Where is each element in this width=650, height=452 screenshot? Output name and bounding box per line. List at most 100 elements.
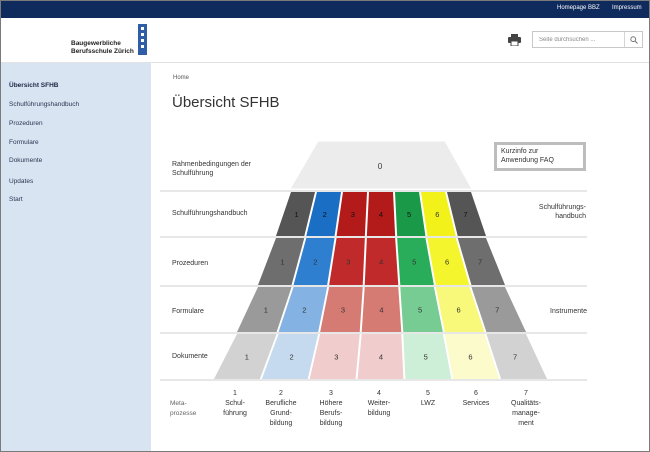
kurzinfo-line1: Kurzinfo zur — [501, 148, 539, 155]
column-title-line: bildung — [319, 420, 343, 427]
pyramid-cell-r3-c7[interactable] — [471, 287, 526, 332]
column-title-line: Qualitäts- — [511, 400, 541, 407]
sidebar: Übersicht SFHB Schulführungshandbuch Pro… — [1, 63, 151, 451]
pyramid-cell-r2-c3[interactable] — [329, 238, 365, 285]
pyramid-cell-r2-c5-label: 5 — [412, 258, 416, 267]
pyramid-cell-r4-c7-label: 7 — [513, 353, 517, 362]
pyramid-cell-r4-c4-label: 4 — [379, 353, 383, 362]
top-bar: Homepage BBZ Impressum — [1, 1, 649, 18]
pyramid-cell-r2-c7[interactable] — [457, 238, 505, 285]
column-label-6[interactable]: 6 Services — [446, 389, 506, 409]
pyramid-cell-r3-c4-label: 4 — [379, 306, 383, 315]
pyramid-cell-r2-c2-label: 2 — [313, 258, 317, 267]
column-number: 2 — [279, 390, 283, 397]
column-label-4[interactable]: 4 Weiter-bildung — [349, 389, 409, 419]
pyramid-cell-r3-c1[interactable] — [237, 287, 292, 332]
pyramid-cell-0[interactable] — [289, 140, 473, 190]
column-number: 6 — [474, 390, 478, 397]
pyramid-cell-r2-c1-label: 1 — [280, 258, 284, 267]
column-label-7[interactable]: 7 Qualitäts-manage-ment — [496, 389, 556, 429]
pyramid-cell-r1-c1[interactable] — [276, 192, 315, 236]
column-title-line: ment — [518, 420, 534, 427]
column-label-2[interactable]: 2 Berufliche Grund-bildung — [251, 389, 311, 429]
pyramid-cell-r4-c5-label: 5 — [424, 353, 428, 362]
sidebar-item-dokumente[interactable]: Dokumente — [9, 157, 43, 164]
pyramid-cell-r3-c4[interactable] — [361, 287, 402, 332]
header: Baugewerbliche Berufsschule Zürich — [1, 18, 649, 63]
pyramid-cell-r1-c5-label: 5 — [407, 210, 411, 219]
pyramid-cell-r3-c2[interactable] — [278, 287, 328, 332]
pyramid-cell-r3-c3-label: 3 — [341, 306, 345, 315]
pyramid-cell-r2-c2[interactable] — [293, 238, 335, 285]
pyramid-cell-r1-c3-label: 3 — [351, 210, 355, 219]
right-label-sfhb-line2: handbuch — [555, 213, 586, 220]
column-title-line: Grund- — [270, 410, 292, 417]
kurzinfo-faq-link[interactable]: Kurzinfo zur Anwendung FAQ — [494, 142, 586, 171]
logo-mark-icon — [138, 24, 147, 55]
pyramid-cell-r3-c7-label: 7 — [495, 306, 499, 315]
sidebar-item-formulare[interactable]: Formulare — [9, 139, 39, 146]
row-label-rahmenbedingungen: Rahmenbedingungen der Schulführung — [172, 160, 251, 178]
pyramid-cell-r3-c1-label: 1 — [264, 306, 268, 315]
pyramid-cell-r4-c1-label: 1 — [245, 353, 249, 362]
kurzinfo-line2: Anwendung FAQ — [501, 157, 554, 164]
column-title-line: Schul- — [225, 400, 245, 407]
pyramid-cell-r3-c2-label: 2 — [302, 306, 306, 315]
pyramid-cell-r1-c2[interactable] — [306, 192, 341, 236]
pyramid-cell-r4-c3-label: 3 — [334, 353, 338, 362]
column-label-5[interactable]: 5 LWZ — [398, 389, 458, 409]
pyramid-cell-r1-c5[interactable] — [395, 192, 426, 236]
row-label-rahmen-line2: Schulführung — [172, 170, 214, 177]
column-label-3[interactable]: 3 Höhere Berufs-bildung — [301, 389, 361, 429]
pyramid-cell-r3-c6[interactable] — [435, 287, 485, 332]
column-title-line: LWZ — [420, 400, 436, 407]
right-label-sfhb-line1: Schulführungs- — [538, 204, 586, 211]
column-title-line: Berufliche — [265, 400, 297, 407]
pyramid-cell-r1-c7-label: 7 — [463, 210, 467, 219]
pyramid-cell-r2-c1[interactable] — [258, 238, 305, 285]
pyramid-cell-r1-c3[interactable] — [336, 192, 367, 236]
column-number: 5 — [426, 390, 430, 397]
pyramid-cell-r2-c5[interactable] — [397, 238, 434, 285]
pyramid-cell-r3-c3[interactable] — [320, 287, 363, 332]
page-title: Übersicht SFHB — [172, 94, 280, 111]
column-label-1[interactable]: 1 Schul-führung — [205, 389, 265, 419]
search-button[interactable] — [624, 32, 642, 47]
sidebar-item-updates[interactable]: Updates — [9, 178, 34, 185]
pyramid-cell-r2-c4[interactable] — [364, 238, 399, 285]
pyramid-cell-r2-c3-label: 3 — [346, 258, 350, 267]
sidebar-item-uebersicht[interactable]: Übersicht SFHB — [9, 82, 59, 89]
pyramid-cell-r4-c3[interactable] — [309, 334, 360, 379]
impressum-link[interactable]: Impressum — [612, 5, 642, 11]
pyramid-cell-r3-c5-label: 5 — [418, 306, 422, 315]
pyramid-cell-r4-c6[interactable] — [444, 334, 500, 379]
pyramid-cell-r3-c5[interactable] — [400, 287, 443, 332]
breadcrumb[interactable]: Home — [173, 75, 190, 81]
logo-line-2: Berufsschule Zürich — [71, 48, 134, 55]
pyramid-cell-r1-c6[interactable] — [421, 192, 456, 236]
print-icon[interactable] — [508, 34, 521, 46]
homepage-bbz-link[interactable]: Homepage BBZ — [557, 5, 600, 11]
pyramid-cell-r1-c1-label: 1 — [294, 210, 298, 219]
search-input[interactable] — [533, 32, 625, 47]
pyramid-cell-r2-c6[interactable] — [427, 238, 470, 285]
pyramid-cell-r1-c2-label: 2 — [323, 210, 327, 219]
pyramid-cell-r2-c4-label: 4 — [379, 258, 383, 267]
pyramid-cell-r1-c4[interactable] — [366, 192, 396, 236]
column-title-line: führung — [223, 410, 247, 417]
pyramid-cell-0-label: 0 — [378, 162, 383, 171]
sidebar-item-prozeduren[interactable]: Prozeduren — [9, 120, 43, 127]
pyramid-cell-r1-c7[interactable] — [447, 192, 486, 236]
pyramid-cell-r3-c6-label: 6 — [457, 306, 461, 315]
sidebar-item-schulfuehrungshandbuch[interactable]: Schulführungshandbuch — [9, 101, 80, 108]
column-title-line: Höhere — [319, 400, 343, 407]
row-label-prozeduren: Prozeduren — [172, 260, 209, 267]
pyramid-cell-r4-c7[interactable] — [486, 334, 547, 379]
sidebar-item-start[interactable]: Start — [9, 196, 23, 203]
pyramid-cell-r4-c2[interactable] — [261, 334, 319, 379]
logo[interactable]: Baugewerbliche Berufsschule Zürich — [71, 40, 134, 56]
pyramid-cell-r4-c1[interactable] — [214, 334, 277, 379]
pyramid-cell-r4-c5[interactable] — [403, 334, 452, 379]
pyramid-cell-r4-c4[interactable] — [357, 334, 404, 379]
